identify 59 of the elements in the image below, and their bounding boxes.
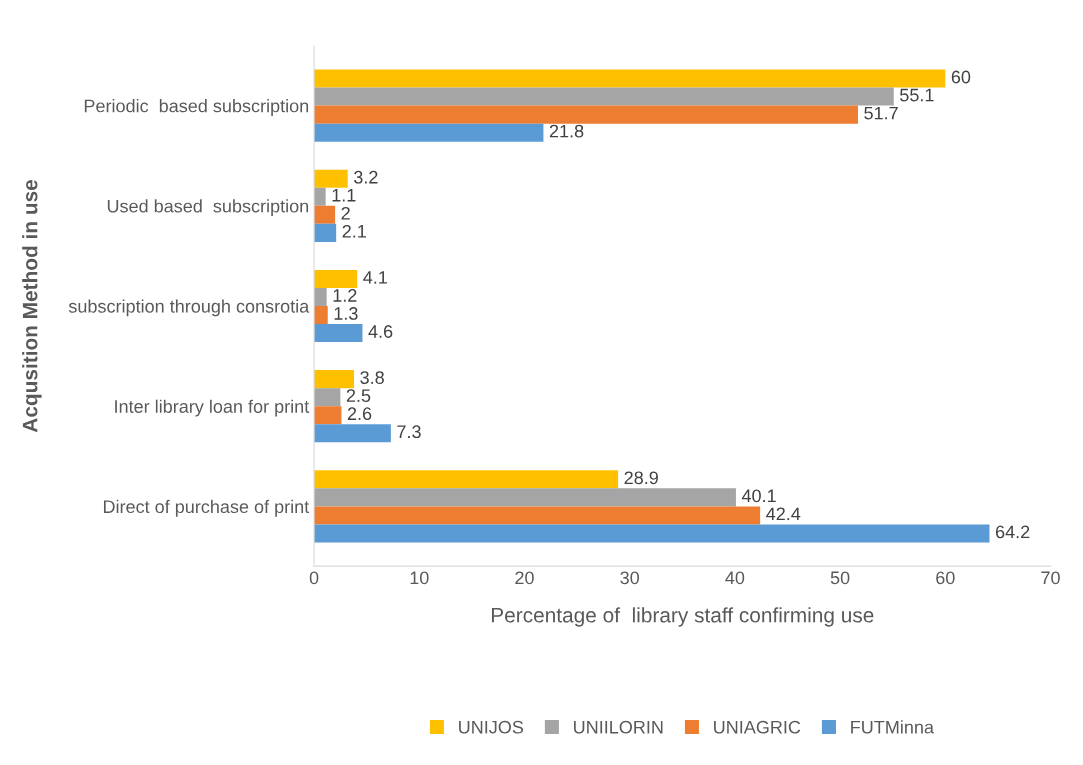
bar xyxy=(314,105,858,124)
bar xyxy=(314,424,391,443)
bar xyxy=(314,287,327,306)
data-label: 3.8 xyxy=(360,371,384,384)
x-tick-label: 20 xyxy=(515,571,534,585)
data-label: 2.6 xyxy=(347,407,372,421)
data-label: 21.8 xyxy=(549,124,584,138)
bar xyxy=(314,488,736,507)
data-label: 40.1 xyxy=(741,489,776,503)
legend-label: UNIJOS xyxy=(459,720,524,734)
x-tick-label: 0 xyxy=(309,571,319,585)
bar xyxy=(314,69,946,88)
bar xyxy=(314,406,342,425)
data-label: 3.2 xyxy=(353,170,378,184)
x-tick-label: 50 xyxy=(830,571,850,585)
bar xyxy=(314,169,348,188)
data-label: 2.1 xyxy=(342,224,366,238)
data-label: 7.3 xyxy=(397,425,421,439)
bar xyxy=(314,205,336,224)
data-label: 42.4 xyxy=(766,507,801,521)
x-tick-label: 40 xyxy=(725,571,745,585)
x-axis-title: Percentage of library staff confirming use xyxy=(491,607,874,627)
bar xyxy=(314,269,358,288)
y-axis-title: Acqusition Method in use xyxy=(22,179,42,433)
bar xyxy=(314,87,894,106)
data-label: 2.5 xyxy=(346,389,371,403)
legend-label: UNIAGRIC xyxy=(714,720,801,734)
legend-label: UNIILORIN xyxy=(574,720,663,734)
x-tick-label: 60 xyxy=(936,571,955,585)
bar xyxy=(314,123,544,142)
bar xyxy=(314,223,337,242)
x-tick-label: 30 xyxy=(620,571,640,585)
bar xyxy=(314,470,619,489)
data-label: 4.1 xyxy=(363,271,387,284)
data-label: 4.6 xyxy=(368,325,393,338)
bar xyxy=(314,370,355,389)
y-tick-label: subscription through consrotia xyxy=(68,299,310,317)
data-label: 1.1 xyxy=(332,189,356,202)
y-tick-label: Direct of purchase of print xyxy=(103,499,310,517)
data-label: 51.7 xyxy=(864,106,898,120)
data-label: 1.3 xyxy=(334,307,358,320)
bar xyxy=(314,506,761,525)
bar xyxy=(314,388,341,407)
x-tick-label: 10 xyxy=(410,571,429,585)
bar xyxy=(314,306,328,325)
legend-label: FUTMinna xyxy=(851,720,934,734)
data-label: 28.9 xyxy=(624,471,658,485)
data-label: 64.2 xyxy=(995,525,1030,539)
bar xyxy=(314,187,326,206)
bar xyxy=(314,324,363,343)
data-label: 1.2 xyxy=(333,289,357,302)
x-tick-label: 70 xyxy=(1041,571,1060,585)
data-label: 2 xyxy=(341,206,350,220)
y-tick-label: Used based subscription xyxy=(107,199,309,217)
bar xyxy=(314,524,990,543)
data-label: 55.1 xyxy=(900,88,934,102)
y-tick-label: Inter library loan for print xyxy=(115,399,310,417)
y-tick-label: Periodic based subscription xyxy=(84,99,309,116)
data-label: 60 xyxy=(951,70,971,84)
